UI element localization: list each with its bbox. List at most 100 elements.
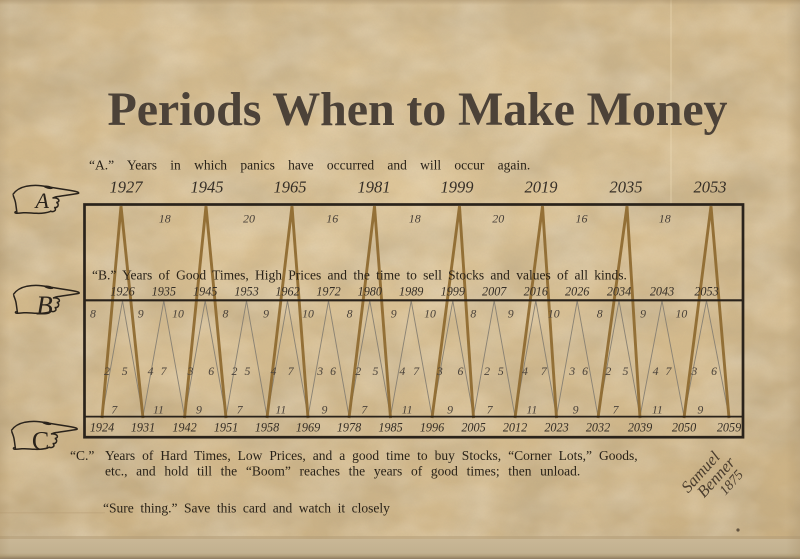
- svg-text:2053: 2053: [694, 178, 727, 197]
- svg-text:7: 7: [288, 364, 295, 378]
- svg-text:2: 2: [605, 364, 611, 378]
- svg-text:1953: 1953: [234, 284, 258, 298]
- svg-text:4: 4: [148, 364, 154, 378]
- svg-text:6: 6: [330, 364, 336, 378]
- svg-text:10: 10: [676, 307, 688, 321]
- svg-text:5: 5: [498, 364, 504, 378]
- svg-text:8: 8: [347, 307, 353, 321]
- svg-text:16: 16: [576, 212, 588, 226]
- svg-text:2: 2: [104, 364, 110, 378]
- svg-text:7: 7: [487, 403, 494, 417]
- svg-text:etc., and hold till the “Boom”: etc., and hold till the “Boom” reaches t…: [105, 464, 580, 479]
- svg-text:20: 20: [492, 212, 504, 226]
- svg-text:1935: 1935: [152, 284, 176, 298]
- svg-text:A: A: [33, 188, 49, 213]
- svg-text:1942: 1942: [172, 420, 196, 434]
- svg-text:20: 20: [243, 212, 255, 226]
- svg-text:1945: 1945: [191, 178, 224, 197]
- svg-text:1951: 1951: [214, 420, 238, 434]
- svg-text:1999: 1999: [441, 284, 465, 298]
- svg-text:8: 8: [597, 307, 603, 321]
- svg-text:1996: 1996: [420, 420, 445, 434]
- svg-text:10: 10: [548, 307, 560, 321]
- svg-text:1978: 1978: [337, 420, 361, 434]
- svg-text:16: 16: [326, 212, 338, 226]
- svg-text:2007: 2007: [482, 284, 507, 298]
- svg-text:10: 10: [424, 307, 436, 321]
- svg-text:4: 4: [522, 364, 528, 378]
- svg-text:8: 8: [222, 307, 228, 321]
- svg-text:9: 9: [697, 403, 703, 417]
- svg-text:2019: 2019: [525, 178, 558, 197]
- svg-text:1931: 1931: [131, 420, 155, 434]
- svg-text:2: 2: [484, 364, 490, 378]
- svg-text:3: 3: [436, 364, 443, 378]
- svg-text:4: 4: [270, 364, 276, 378]
- svg-text:Years of Hard Times, Low Price: Years of Hard Times, Low Prices, and a g…: [105, 448, 638, 463]
- svg-text:4: 4: [399, 364, 405, 378]
- svg-text:1989: 1989: [399, 284, 423, 298]
- svg-text:9: 9: [391, 307, 397, 321]
- svg-text:3: 3: [690, 364, 697, 378]
- svg-text:B: B: [36, 291, 53, 321]
- svg-text:8: 8: [470, 307, 476, 321]
- svg-text:2016: 2016: [524, 284, 549, 298]
- svg-text:7: 7: [237, 403, 244, 417]
- svg-text:6: 6: [457, 364, 463, 378]
- svg-text:6: 6: [208, 364, 214, 378]
- svg-text:3: 3: [568, 364, 575, 378]
- svg-text:9: 9: [263, 307, 269, 321]
- svg-text:4: 4: [653, 364, 659, 378]
- svg-text:2005: 2005: [461, 420, 485, 434]
- svg-text:11: 11: [402, 403, 413, 417]
- svg-text:2043: 2043: [650, 284, 674, 298]
- svg-text:7: 7: [413, 364, 420, 378]
- svg-text:1958: 1958: [255, 420, 279, 434]
- svg-text:18: 18: [659, 212, 671, 226]
- svg-text:1927: 1927: [110, 178, 144, 197]
- svg-text:2026: 2026: [565, 284, 590, 298]
- svg-text:1945: 1945: [193, 284, 217, 298]
- svg-text:11: 11: [275, 403, 286, 417]
- svg-text:1924: 1924: [90, 420, 114, 434]
- svg-text:9: 9: [508, 307, 514, 321]
- svg-text:9: 9: [447, 403, 453, 417]
- svg-text:2059: 2059: [717, 420, 741, 434]
- svg-text:11: 11: [153, 403, 164, 417]
- svg-text:9: 9: [573, 403, 579, 417]
- svg-text:5: 5: [245, 364, 251, 378]
- svg-text:1999: 1999: [441, 178, 474, 197]
- svg-text:9: 9: [322, 403, 328, 417]
- svg-text:2050: 2050: [672, 420, 696, 434]
- svg-text:11: 11: [526, 403, 537, 417]
- svg-text:7: 7: [361, 403, 368, 417]
- svg-text:7: 7: [111, 403, 118, 417]
- svg-text:10: 10: [172, 307, 184, 321]
- svg-text:2034: 2034: [607, 284, 631, 298]
- svg-text:“Sure thing.” Save this card a: “Sure thing.” Save this card and watch i…: [103, 501, 390, 516]
- svg-text:2035: 2035: [610, 178, 643, 197]
- svg-text:9: 9: [196, 403, 202, 417]
- svg-text:2012: 2012: [503, 420, 527, 434]
- svg-text:2053: 2053: [694, 284, 718, 298]
- svg-text:2: 2: [232, 364, 238, 378]
- svg-text:5: 5: [373, 364, 379, 378]
- svg-text:1985: 1985: [378, 420, 402, 434]
- svg-text:“C.”: “C.”: [70, 448, 94, 463]
- svg-text:1926: 1926: [110, 284, 135, 298]
- svg-text:1969: 1969: [296, 420, 320, 434]
- svg-text:6: 6: [711, 364, 717, 378]
- svg-text:10: 10: [302, 307, 314, 321]
- svg-text:“B.” Years of Good Times, High: “B.” Years of Good Times, High Prices an…: [92, 268, 627, 283]
- svg-text:6: 6: [582, 364, 588, 378]
- svg-text:9: 9: [138, 307, 144, 321]
- svg-text:“A.” Years in which panics hav: “A.” Years in which panics have occurred…: [89, 158, 530, 173]
- svg-text:3: 3: [186, 364, 193, 378]
- svg-text:Periods When to Make Money: Periods When to Make Money: [108, 83, 728, 136]
- svg-text:7: 7: [541, 364, 548, 378]
- svg-text:18: 18: [159, 212, 171, 226]
- svg-text:9: 9: [640, 307, 646, 321]
- svg-text:7: 7: [161, 364, 168, 378]
- svg-text:2032: 2032: [586, 420, 610, 434]
- svg-text:8: 8: [90, 307, 96, 321]
